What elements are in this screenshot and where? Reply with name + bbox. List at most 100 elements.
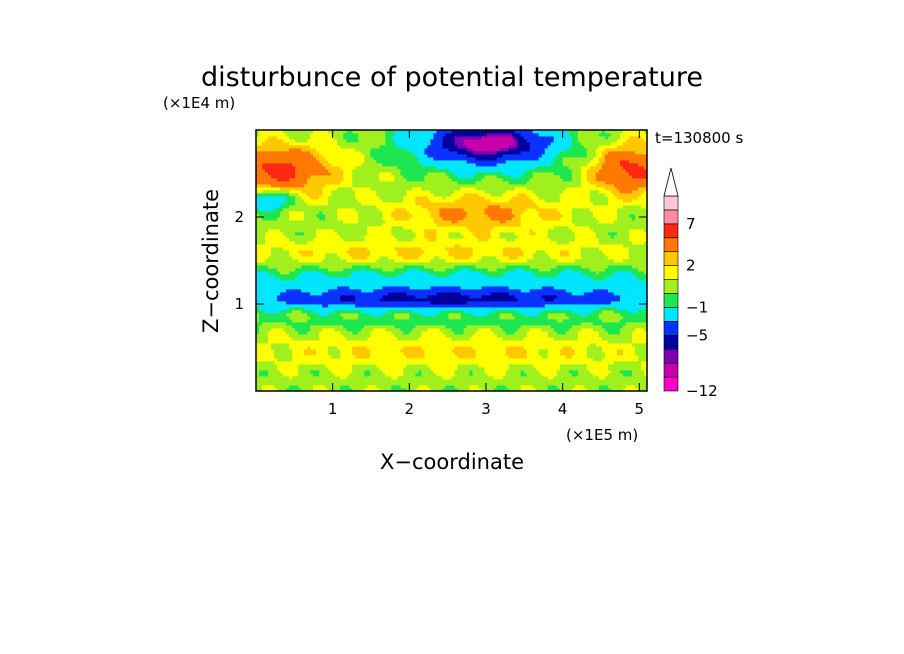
heatmap-cell xyxy=(274,358,278,362)
heatmap-cell xyxy=(262,331,266,335)
heatmap-cell xyxy=(604,283,609,287)
heatmap-cell xyxy=(607,301,612,305)
heatmap-cell xyxy=(622,292,627,296)
heatmap-cell xyxy=(391,292,395,296)
heatmap-cell xyxy=(562,286,567,290)
heatmap-cell xyxy=(544,379,549,383)
heatmap-cell xyxy=(451,313,455,317)
heatmap-cell xyxy=(613,367,618,371)
heatmap-cell xyxy=(496,289,501,293)
heatmap-cell xyxy=(427,301,431,305)
heatmap-cell xyxy=(619,283,624,287)
heatmap-cell xyxy=(598,379,603,383)
heatmap-cell xyxy=(292,349,296,353)
heatmap-cell xyxy=(289,334,293,338)
heatmap-cell xyxy=(262,367,266,371)
heatmap-cell xyxy=(604,343,609,347)
heatmap-cell xyxy=(631,388,636,392)
heatmap-cell xyxy=(598,313,603,317)
heatmap-cell xyxy=(337,286,341,290)
heatmap-cell xyxy=(436,316,440,320)
heatmap-cell xyxy=(394,328,398,332)
heatmap-cell xyxy=(613,307,618,311)
heatmap-cell xyxy=(595,364,600,368)
heatmap-cell xyxy=(295,334,299,338)
heatmap-cell xyxy=(334,370,338,374)
heatmap-cell xyxy=(358,325,362,329)
heatmap-cell xyxy=(322,295,326,299)
heatmap-cell xyxy=(436,286,440,290)
heatmap-cell xyxy=(508,325,513,329)
heatmap-cell xyxy=(577,358,582,362)
heatmap-cell xyxy=(469,373,473,377)
heatmap-cell xyxy=(577,307,582,311)
heatmap-cell xyxy=(493,355,498,359)
heatmap-cell xyxy=(547,316,552,320)
heatmap-cell xyxy=(625,313,630,317)
heatmap-cell xyxy=(433,352,437,356)
heatmap-cell xyxy=(268,346,272,350)
heatmap-cell xyxy=(262,358,266,362)
heatmap-cell xyxy=(427,286,431,290)
heatmap-cell xyxy=(469,379,473,383)
heatmap-cell xyxy=(448,292,452,296)
heatmap-cell xyxy=(469,289,473,293)
heatmap-cell xyxy=(283,286,287,290)
heatmap-cell xyxy=(484,340,488,344)
heatmap-cell xyxy=(466,370,470,374)
heatmap-cell xyxy=(598,322,603,326)
heatmap-cell xyxy=(490,289,495,293)
heatmap-cell xyxy=(310,382,314,386)
heatmap-cell xyxy=(496,292,501,296)
heatmap-cell xyxy=(388,367,392,371)
heatmap-cell xyxy=(352,304,356,308)
heatmap-cell xyxy=(376,352,380,356)
heatmap-cell xyxy=(616,340,621,344)
heatmap-cell xyxy=(580,385,585,389)
heatmap-cell xyxy=(544,343,549,347)
heatmap-cell xyxy=(256,274,260,278)
heatmap-cell xyxy=(355,388,359,392)
heatmap-cell xyxy=(370,376,374,380)
heatmap-cell xyxy=(337,382,341,386)
heatmap-cell xyxy=(373,364,377,368)
heatmap-cell xyxy=(478,343,482,347)
heatmap-cell xyxy=(526,316,531,320)
heatmap-cell xyxy=(295,364,299,368)
heatmap-cell xyxy=(418,310,422,314)
heatmap-cell xyxy=(520,358,525,362)
heatmap-cell xyxy=(445,358,449,362)
heatmap-cell xyxy=(385,316,389,320)
heatmap-cell xyxy=(616,361,621,365)
heatmap-cell xyxy=(592,280,597,284)
heatmap-cell xyxy=(550,370,555,374)
heatmap-cell xyxy=(322,328,326,332)
heatmap-cell xyxy=(475,367,479,371)
heatmap-cell xyxy=(283,385,287,389)
heatmap-cell xyxy=(343,313,347,317)
heatmap-cell xyxy=(628,346,633,350)
heatmap-cell xyxy=(448,298,452,302)
heatmap-cell xyxy=(361,307,365,311)
heatmap-cell xyxy=(460,316,464,320)
heatmap-cell xyxy=(451,307,455,311)
heatmap-cell xyxy=(424,334,428,338)
heatmap-cell xyxy=(523,298,528,302)
heatmap-cell xyxy=(640,319,645,323)
heatmap-cell xyxy=(313,370,317,374)
heatmap-cell xyxy=(523,280,528,284)
heatmap-cell xyxy=(409,331,413,335)
heatmap-cell xyxy=(280,364,284,368)
heatmap-cell xyxy=(523,307,528,311)
heatmap-cell xyxy=(532,388,537,392)
heatmap-cell xyxy=(466,286,470,290)
heatmap-cell xyxy=(634,337,639,341)
heatmap-cell xyxy=(496,331,501,335)
heatmap-cell xyxy=(508,307,513,311)
heatmap-cell xyxy=(553,310,558,314)
heatmap-cell xyxy=(403,331,407,335)
heatmap-cell xyxy=(493,349,498,353)
heatmap-cell xyxy=(388,343,392,347)
heatmap-cell xyxy=(583,385,588,389)
heatmap-cell xyxy=(625,343,630,347)
